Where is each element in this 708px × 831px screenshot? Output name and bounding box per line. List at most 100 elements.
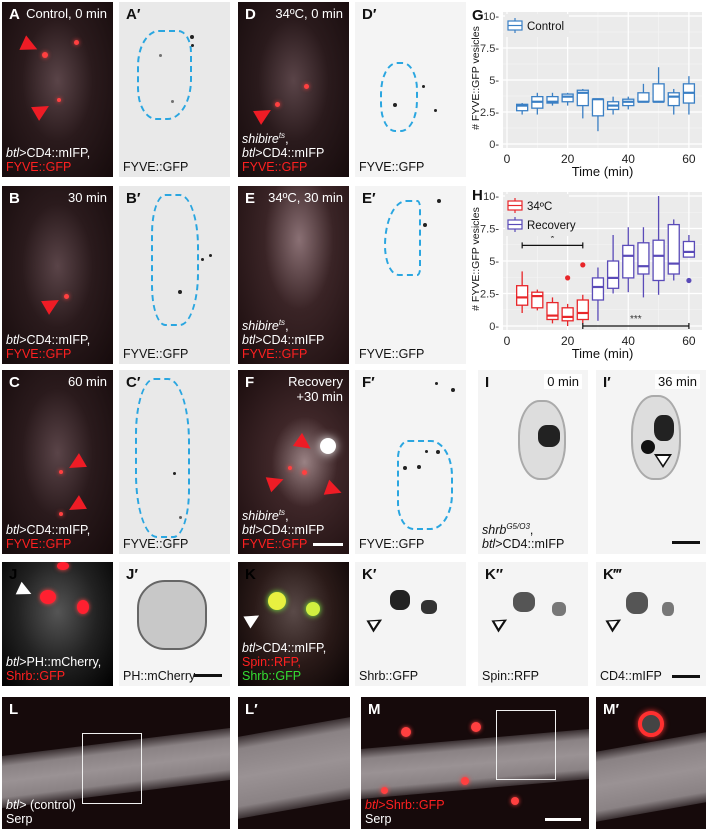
significance-marker: * — [551, 233, 555, 244]
red-arrowhead-icon — [65, 495, 87, 517]
channel-caption: FYVE::GFP — [123, 160, 189, 174]
trachea-tube-zoom — [596, 730, 706, 824]
x-tick-label: 60 — [682, 152, 696, 166]
panel-k-prime-image: K′ Shrb::GFP — [355, 562, 466, 686]
y-tick-label: 5- — [489, 75, 499, 87]
x-tick-label: 40 — [622, 152, 636, 166]
scale-bar — [672, 541, 700, 544]
box — [561, 307, 574, 322]
colocalized-aggregate — [306, 602, 320, 616]
white-arrowhead-icon-fill — [657, 456, 669, 465]
panel-k-image: K btl>CD4::mIFP, Spin::RFP, Shrb::GFP — [238, 562, 349, 686]
shrb-puncta — [461, 777, 469, 785]
box — [591, 98, 605, 117]
genotype-caption: btl> (control) Serp — [6, 798, 76, 826]
vesicle-dot — [209, 254, 212, 257]
cell-outline — [137, 30, 192, 120]
panel-b-image: B 30 min btl>CD4::mIFP, FYVE::GFP — [2, 186, 113, 364]
box — [516, 285, 529, 306]
panel-label: H — [472, 187, 483, 204]
y-axis-title: # FYVE::GFP vesicles — [470, 207, 482, 311]
chart-g-control: 0- 2.5- 5- 7.5- 10- 0 20 40 60 Time (min) # FYVE::… — [470, 0, 708, 180]
cd4-aggregate — [626, 592, 648, 614]
shrb-ring-structure — [638, 711, 664, 737]
vesicle-dot — [423, 223, 427, 227]
channel-caption: FYVE::GFP — [123, 347, 189, 361]
genotype-caption: shibirets, btl>CD4::mIFP FYVE::GFP — [242, 130, 325, 174]
box — [531, 291, 544, 309]
shrb-aggregate — [57, 562, 69, 570]
scale-bar — [194, 674, 222, 677]
box — [682, 240, 696, 258]
panel-label: E — [245, 190, 256, 207]
cell-outline — [151, 194, 199, 326]
vesicle-dot — [422, 85, 425, 88]
box — [576, 89, 589, 107]
box — [561, 93, 574, 103]
panel-b-prime-image: B′ FYVE::GFP — [119, 186, 230, 364]
panel-label: F′ — [362, 374, 375, 391]
fyve-vesicle — [288, 466, 292, 470]
vesicle-dot — [173, 472, 176, 475]
cell-outline — [397, 440, 453, 530]
y-tick-label: 5- — [489, 256, 499, 268]
panel-j-image: J btl>PH::mCherry, Shrb::GFP — [2, 562, 113, 686]
outlier-point — [686, 277, 692, 284]
panel-label: I — [485, 374, 490, 391]
panel-label: D′ — [362, 6, 377, 23]
scale-bar — [545, 818, 581, 821]
red-arrowhead-icon — [41, 293, 63, 315]
y-tick-label: 10- — [483, 191, 499, 203]
panel-c-image: C 60 min btl>CD4::mIFP, FYVE::GFP — [2, 370, 113, 554]
panel-f-prime-image: F′ FYVE::GFP — [355, 370, 466, 554]
genotype-caption: shibirets, btl>CD4::mIFP FYVE::GFP — [242, 317, 325, 361]
fyve-vesicle — [302, 470, 307, 475]
fyve-vesicle — [59, 470, 63, 474]
scale-bar — [672, 675, 700, 678]
genotype-caption: shrbG5/O3, btl>CD4::mIFP — [482, 521, 565, 551]
zoom-region-box — [82, 733, 142, 804]
panel-label: K — [245, 566, 256, 583]
vesicle-dot — [437, 199, 441, 203]
red-arrowhead-icon — [31, 99, 53, 121]
x-axis-title: Time (min) — [572, 164, 634, 179]
panel-m-prime-image: M′ — [596, 697, 706, 829]
x-tick-label: 20 — [561, 152, 575, 166]
shrb-puncta — [471, 722, 481, 732]
vesicle-dot — [425, 450, 428, 453]
panel-label: D — [245, 6, 256, 23]
shrb-puncta — [511, 797, 519, 805]
fyve-vesicle — [42, 52, 48, 58]
y-tick-label: 7.5- — [480, 43, 499, 55]
legend-label: 34ºC — [527, 201, 552, 213]
panel-label: E′ — [362, 190, 376, 207]
panel-k-double-prime-image: K″ Spin::RFP — [478, 562, 588, 686]
channel-caption: FYVE::GFP — [359, 160, 425, 174]
panel-label: I′ — [603, 374, 611, 391]
timepoint-label: Recovery +30 min — [288, 374, 343, 404]
vesicle-dot — [403, 466, 407, 470]
timepoint-label: 30 min — [67, 190, 107, 205]
panel-label: J — [9, 566, 18, 583]
cell-membrane — [137, 580, 207, 650]
panel-label: K‴ — [603, 566, 622, 583]
red-arrowhead-icon — [65, 453, 87, 475]
panel-i-prime-image: I′ 36 min — [596, 370, 706, 554]
fyve-vesicle — [59, 512, 63, 516]
box — [576, 299, 589, 321]
red-arrowhead-icon — [323, 479, 345, 501]
panel-m-image: M btl>Shrb::GFP Serp — [361, 697, 589, 829]
panel-k-triple-prime-image: K‴ CD4::mIFP — [596, 562, 706, 686]
vesicle-dot — [435, 382, 438, 385]
genotype-caption: btl>PH::mCherry, Shrb::GFP — [6, 655, 102, 683]
box — [591, 277, 605, 301]
panel-d-prime-image: D′ FYVE::GFP — [355, 2, 466, 177]
x-tick-label: 40 — [622, 334, 636, 348]
channel-caption: FYVE::GFP — [359, 537, 425, 551]
y-tick-label: 7.5- — [480, 224, 499, 236]
legend — [505, 14, 569, 37]
vesicle-dot — [201, 258, 204, 261]
red-arrowhead-icon — [265, 471, 287, 493]
x-tick-label: 20 — [561, 334, 575, 348]
channel-caption: FYVE::GFP — [359, 347, 425, 361]
